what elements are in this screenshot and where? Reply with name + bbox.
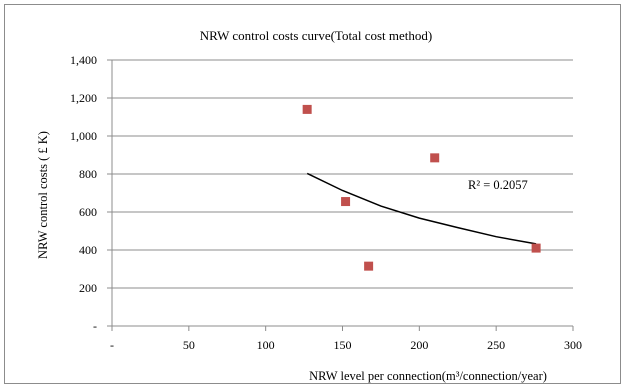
y-tick-label: 600 — [79, 205, 97, 219]
x-tick-label: 150 — [334, 338, 352, 352]
x-tick-label: - — [110, 338, 114, 352]
y-tick-label: - — [93, 319, 97, 333]
data-point — [302, 104, 312, 114]
x-tick-label: 250 — [487, 338, 505, 352]
data-point — [341, 197, 351, 207]
y-tick-label: 400 — [79, 243, 97, 257]
y-tick-label: 1,000 — [70, 129, 97, 143]
data-points — [302, 104, 541, 271]
chart-title: NRW control costs curve(Total cost metho… — [200, 28, 432, 43]
y-tick-label: 200 — [79, 281, 97, 295]
data-point — [531, 243, 541, 253]
data-point — [364, 261, 374, 271]
grid — [112, 59, 573, 289]
y-axis-label: NRW control costs ( £ K) — [36, 131, 50, 259]
chart-frame — [4, 4, 621, 384]
x-tick-label: 200 — [410, 338, 428, 352]
data-point — [430, 153, 440, 163]
y-tick-label: 1,400 — [70, 53, 97, 67]
x-tick-label: 50 — [183, 338, 195, 352]
x-tick-label: 300 — [564, 338, 582, 352]
x-tick-labels: - 50 100 150 200 250 300 — [110, 338, 582, 352]
trendline — [306, 172, 537, 245]
x-axis-label: NRW level per connection(m³/connection/y… — [309, 369, 547, 383]
x-tick-label: 100 — [257, 338, 275, 352]
r-squared-annotation: R² = 0.2057 — [468, 178, 528, 192]
y-tick-labels: - 200 400 600 800 1,000 1,200 1,400 — [70, 53, 97, 333]
y-tick-label: 800 — [79, 167, 97, 181]
y-tick-label: 1,200 — [70, 91, 97, 105]
axes — [107, 59, 574, 331]
